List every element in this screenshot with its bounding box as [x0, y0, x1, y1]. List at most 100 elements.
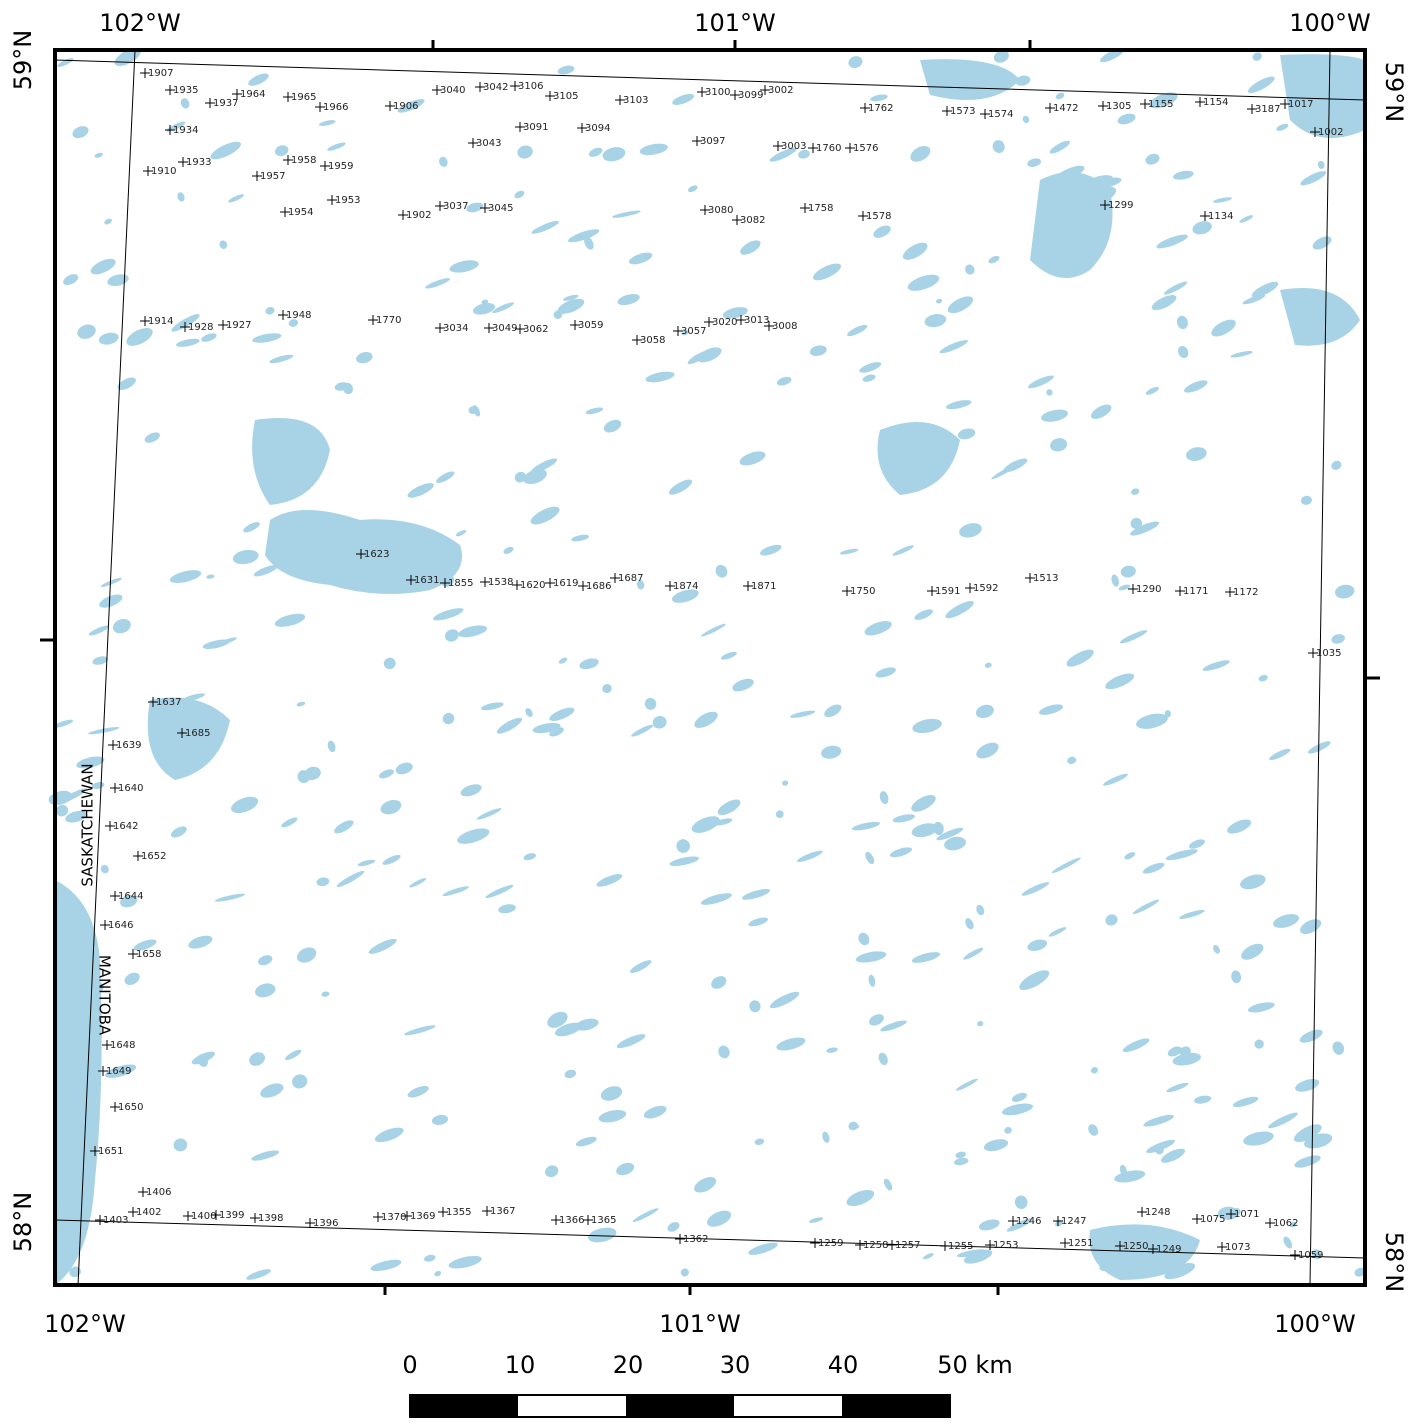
station-label: 1366	[559, 1215, 584, 1226]
station-label: 1914	[148, 316, 173, 327]
latitude-label: 58°N	[1380, 1232, 1408, 1293]
station-label: 1959	[328, 161, 353, 172]
station-label: 1762	[868, 103, 893, 114]
latitude-label: 59°N	[1380, 62, 1408, 123]
station-label: 1290	[1136, 584, 1161, 595]
station-label: 1646	[108, 920, 133, 931]
station-label: 1927	[226, 320, 251, 331]
station-label: 1370	[381, 1212, 406, 1223]
station-label: 1398	[258, 1213, 283, 1224]
station-label: 1623	[364, 549, 389, 560]
station-label: 1650	[118, 1102, 143, 1113]
station-label: 1928	[188, 322, 213, 333]
station-label: 3057	[681, 326, 706, 337]
scale-label: 30	[720, 1351, 751, 1379]
station-label: 1964	[240, 89, 265, 100]
map: 1907193519371964196519661906304030423106…	[0, 0, 1419, 1420]
station-label: 1362	[683, 1234, 708, 1245]
station-label: 1248	[1145, 1207, 1170, 1218]
station-label: 3045	[488, 203, 513, 214]
station-label: 1619	[553, 578, 578, 589]
scale-label: 10	[505, 1351, 536, 1379]
station-label: 1251	[1068, 1238, 1093, 1249]
station-label: 1073	[1225, 1242, 1250, 1253]
station-label: 1631	[414, 575, 439, 586]
longitude-label: 100°W	[1274, 1310, 1356, 1338]
longitude-label: 101°W	[694, 9, 776, 37]
station-label: 1403	[103, 1215, 128, 1226]
station-label: 1910	[151, 166, 176, 177]
station-label: 3034	[443, 323, 468, 334]
station-label: 1402	[136, 1207, 161, 1218]
station-label: 1750	[850, 586, 875, 597]
station-label: 1255	[948, 1241, 973, 1252]
scale-label: 50 km	[937, 1351, 1012, 1379]
station-label: 1247	[1061, 1216, 1086, 1227]
longitude-label: 100°W	[1289, 9, 1371, 37]
longitude-label: 102°W	[99, 9, 181, 37]
station-label: 1935	[173, 85, 198, 96]
station-label: 1574	[988, 109, 1013, 120]
station-label: 1639	[116, 740, 141, 751]
station-label: 3105	[553, 91, 578, 102]
station-label: 1649	[106, 1066, 131, 1077]
region-label: SASKATCHEWAN	[79, 763, 97, 886]
station-label: 3097	[700, 136, 725, 147]
map-background	[55, 50, 1365, 1285]
station-label: 1648	[110, 1040, 135, 1051]
station-label: 1640	[118, 783, 143, 794]
station-label: 1855	[448, 578, 473, 589]
station-label: 1652	[141, 851, 166, 862]
station-label: 1538	[488, 577, 513, 588]
station-label: 3043	[476, 138, 501, 149]
station-label: 3187	[1255, 104, 1280, 115]
station-label: 1966	[323, 102, 348, 113]
station-label: 3062	[523, 324, 548, 335]
station-label: 3103	[623, 95, 648, 106]
station-label: 1134	[1208, 211, 1233, 222]
station-label: 1934	[173, 125, 198, 136]
station-label: 3099	[738, 90, 763, 101]
station-label: 1644	[118, 891, 143, 902]
station-label: 3059	[578, 320, 603, 331]
station-label: 1953	[335, 195, 360, 206]
station-label: 1770	[376, 315, 401, 326]
station-label: 1246	[1016, 1216, 1041, 1227]
station-label: 1400	[191, 1211, 216, 1222]
station-label: 1902	[406, 210, 431, 221]
station-label: 1062	[1273, 1218, 1298, 1229]
station-label: 1933	[186, 157, 211, 168]
station-label: 3091	[523, 122, 548, 133]
station-label: 1871	[751, 581, 776, 592]
station-label: 1059	[1298, 1250, 1323, 1261]
station-label: 1578	[866, 211, 891, 222]
station-label: 1002	[1318, 127, 1343, 138]
station-label: 1907	[148, 68, 173, 79]
latitude-label: 59°N	[9, 30, 37, 91]
station-label: 3037	[443, 201, 468, 212]
station-label: 1396	[313, 1218, 338, 1229]
station-label: 3003	[781, 141, 806, 152]
longitude-label: 102°W	[44, 1310, 126, 1338]
station-label: 1958	[291, 155, 316, 166]
station-label: 1355	[446, 1207, 471, 1218]
station-label: 1948	[286, 310, 311, 321]
station-label: 3002	[768, 85, 793, 96]
station-label: 1686	[586, 581, 611, 592]
station-label: 1365	[591, 1215, 616, 1226]
station-label: 1687	[618, 573, 643, 584]
station-label: 3013	[744, 315, 769, 326]
station-label: 1367	[490, 1206, 515, 1217]
station-label: 1305	[1106, 101, 1131, 112]
station-label: 1399	[219, 1210, 244, 1221]
station-label: 1760	[816, 143, 841, 154]
station-label: 1172	[1233, 587, 1258, 598]
station-label: 3042	[483, 82, 508, 93]
station-label: 1513	[1033, 573, 1058, 584]
station-label: 1071	[1234, 1209, 1259, 1220]
station-label: 1591	[935, 586, 960, 597]
station-label: 1906	[393, 101, 418, 112]
station-label: 1406	[146, 1187, 171, 1198]
station-label: 3080	[708, 205, 733, 216]
station-label: 3058	[640, 335, 665, 346]
